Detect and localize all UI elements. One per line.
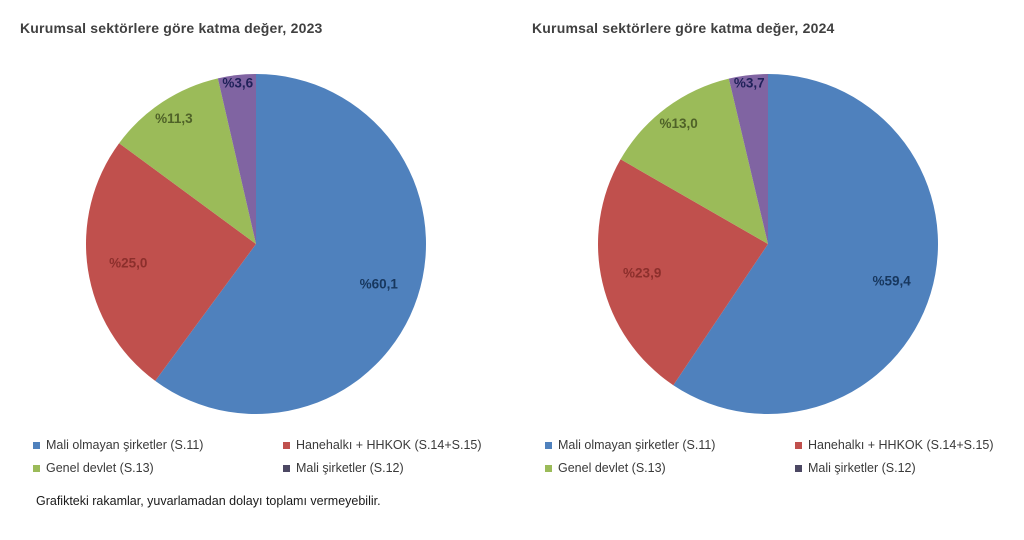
legend-swatch-icon (33, 464, 40, 472)
slice-value-label-0: %59,4 (872, 274, 911, 289)
pie-chart-2023: %60,1 %25,0 %11,3 %3,6 (85, 74, 426, 414)
pie-slice-2 (620, 78, 768, 244)
footnote: Grafikteki rakamlar, yuvarlamadan dolayı… (36, 494, 381, 508)
legend-item-3: Mali şirketler (S.12) (795, 461, 1005, 475)
pie-slice-1 (598, 159, 768, 386)
legend-swatch-icon (283, 441, 290, 449)
legend-item-2: Genel devlet (S.13) (33, 461, 283, 475)
chart-panel-2024: Kurumsal sektörlere göre katma değer, 20… (512, 0, 1024, 540)
legend-swatch-icon (545, 464, 552, 472)
chart-panel-2023: Kurumsal sektörlere göre katma değer, 20… (20, 20, 493, 475)
legend-item-1: Hanehalkı + HHKOK (S.14+S.15) (283, 438, 493, 452)
slice-value-label-3: %3,6 (222, 76, 253, 91)
legend-label: Genel devlet (S.13) (558, 461, 666, 475)
legend-label: Mali şirketler (S.12) (808, 461, 916, 475)
legend-item-2: Genel devlet (S.13) (545, 461, 795, 475)
legend-swatch-icon (545, 441, 552, 449)
legend-swatch-icon (283, 464, 290, 472)
slice-value-label-3: %3,7 (734, 76, 765, 91)
chart-title-2023: Kurumsal sektörlere göre katma değer, 20… (20, 20, 323, 36)
pie-slice-2 (119, 78, 256, 244)
chart-title-2024: Kurumsal sektörlere göre katma değer, 20… (532, 20, 835, 36)
pie-slice-1 (85, 143, 256, 381)
slice-value-label-0: %60,1 (360, 276, 399, 291)
pie-slice-0 (155, 74, 426, 414)
legend-swatch-icon (33, 441, 40, 449)
legend-label: Mali olmayan şirketler (S.11) (558, 438, 716, 452)
slice-value-label-1: %23,9 (623, 265, 661, 280)
slice-value-label-2: %13,0 (659, 116, 697, 131)
legend-swatch-icon (795, 441, 802, 449)
legend-item-0: Mali olmayan şirketler (S.11) (545, 438, 795, 452)
legend-label: Mali şirketler (S.12) (296, 461, 404, 475)
pie-slice-3 (217, 74, 256, 244)
legend-label: Hanehalkı + HHKOK (S.14+S.15) (296, 438, 482, 452)
pie-slice-0 (673, 74, 939, 414)
slice-value-label-1: %25,0 (109, 255, 147, 270)
legend-label: Hanehalkı + HHKOK (S.14+S.15) (808, 438, 994, 452)
legend-item-0: Mali olmayan şirketler (S.11) (33, 438, 283, 452)
legend-label: Mali olmayan şirketler (S.11) (46, 438, 204, 452)
legend-2023: Mali olmayan şirketler (S.11) Hanehalkı +… (33, 438, 493, 475)
pie-chart-2024: %59,4 %23,9 %13,0 %3,7 (598, 74, 939, 414)
legend-item-1: Hanehalkı + HHKOK (S.14+S.15) (795, 438, 1005, 452)
legend-swatch-icon (795, 464, 802, 472)
legend-item-3: Mali şirketler (S.12) (283, 461, 493, 475)
legend-2024: Mali olmayan şirketler (S.11) Hanehalkı +… (545, 438, 1005, 475)
legend-label: Genel devlet (S.13) (46, 461, 154, 475)
slice-value-label-2: %11,3 (155, 111, 193, 126)
pie-slice-3 (728, 74, 768, 244)
